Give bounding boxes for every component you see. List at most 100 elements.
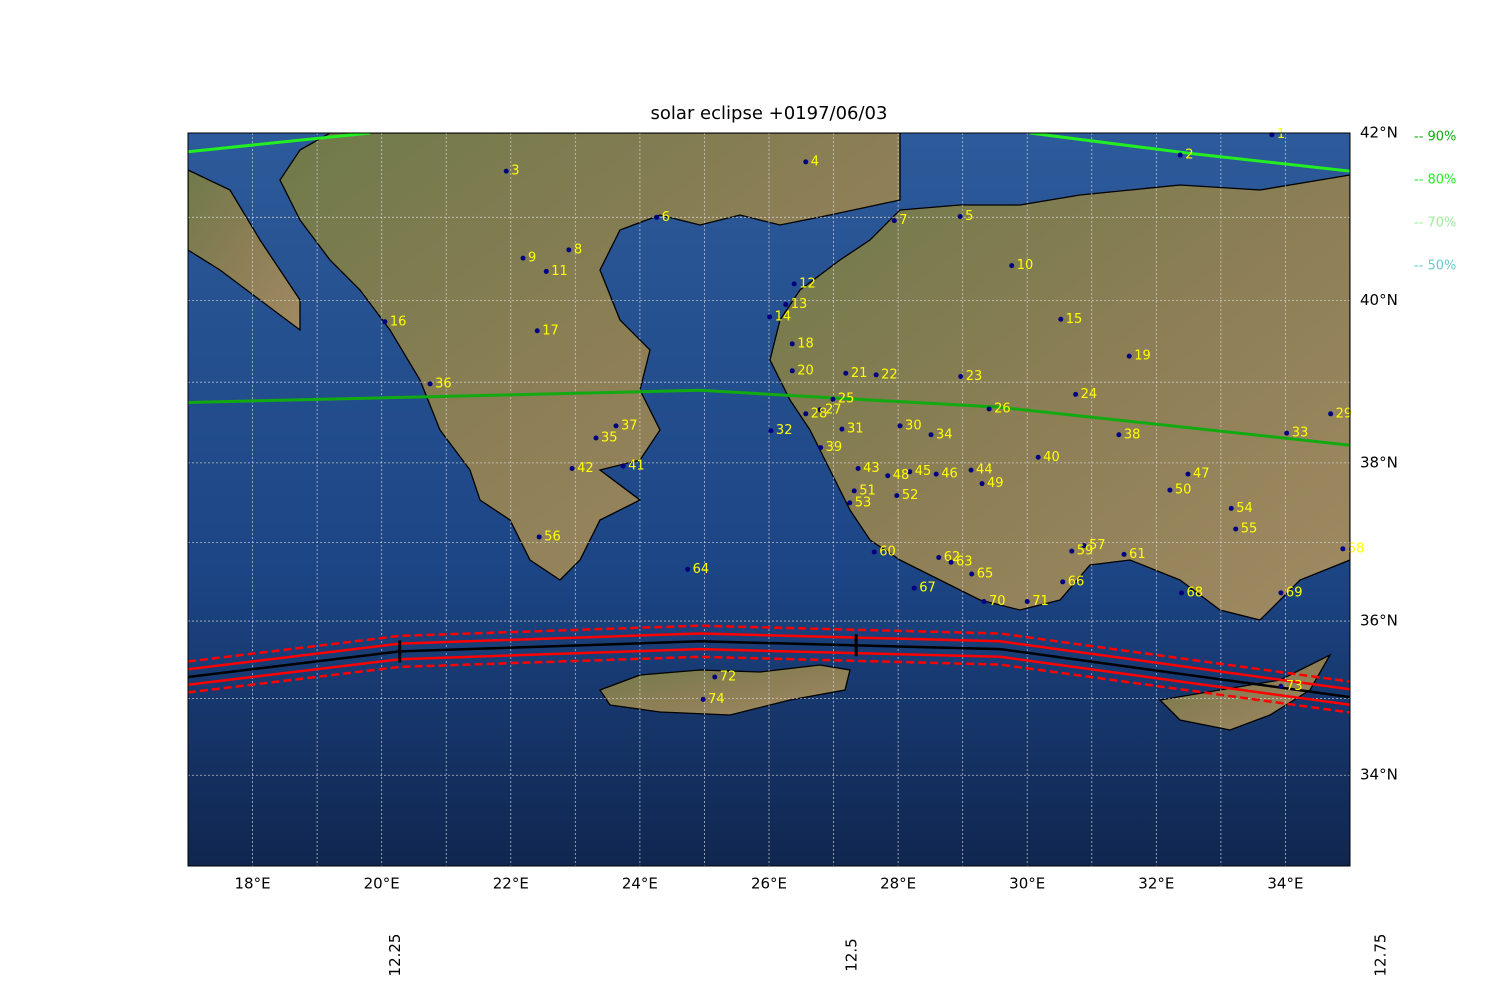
site-marker bbox=[1058, 316, 1064, 322]
site-marker bbox=[712, 674, 718, 680]
x-tick-label: 18°E bbox=[235, 875, 271, 893]
site-marker bbox=[783, 301, 789, 307]
site-label: 39 bbox=[826, 440, 843, 455]
site-label: 54 bbox=[1236, 501, 1253, 516]
site-marker bbox=[885, 473, 891, 479]
site-label: 45 bbox=[915, 464, 932, 479]
site-marker bbox=[427, 381, 433, 387]
site-marker bbox=[566, 247, 572, 253]
site-marker bbox=[839, 426, 845, 432]
site-label: 35 bbox=[601, 430, 618, 445]
site-label: 71 bbox=[1032, 594, 1049, 609]
site-marker bbox=[936, 554, 942, 560]
site-label: 47 bbox=[1193, 467, 1210, 482]
site-marker bbox=[818, 445, 824, 451]
site-marker bbox=[791, 281, 797, 287]
site-label: 43 bbox=[863, 461, 880, 476]
y-tick-label: 38°N bbox=[1360, 453, 1398, 471]
site-marker bbox=[1177, 152, 1183, 158]
site-label: 1 bbox=[1277, 127, 1285, 142]
x-tick-label: 28°E bbox=[880, 875, 916, 893]
legend-entry: -- 80% bbox=[1414, 173, 1456, 188]
site-marker bbox=[981, 598, 987, 604]
site-marker bbox=[817, 407, 823, 413]
site-label: 42 bbox=[577, 461, 594, 476]
y-tick-label: 42°N bbox=[1360, 124, 1398, 142]
site-label: 3 bbox=[511, 164, 519, 179]
site-label: 33 bbox=[1292, 426, 1309, 441]
site-label: 21 bbox=[851, 366, 868, 381]
site-label: 53 bbox=[855, 495, 872, 510]
map-frame bbox=[187, 132, 1351, 867]
site-label: 70 bbox=[989, 594, 1006, 609]
site-label: 69 bbox=[1286, 585, 1303, 600]
site-marker bbox=[789, 368, 795, 374]
site-label: 38 bbox=[1124, 427, 1141, 442]
site-label: 41 bbox=[628, 459, 645, 474]
site-marker bbox=[1009, 263, 1015, 269]
site-marker bbox=[382, 319, 388, 325]
site-label: 18 bbox=[797, 336, 814, 351]
site-label: 60 bbox=[879, 544, 896, 559]
site-label: 23 bbox=[966, 369, 983, 384]
site-label: 56 bbox=[544, 529, 561, 544]
site-marker bbox=[768, 428, 774, 434]
site-marker bbox=[534, 328, 540, 334]
site-marker bbox=[1035, 454, 1041, 460]
map-background bbox=[188, 133, 1350, 866]
site-marker bbox=[873, 372, 879, 378]
site-label: 27 bbox=[825, 402, 842, 417]
site-marker bbox=[1081, 543, 1087, 549]
site-label: 36 bbox=[435, 376, 452, 391]
site-marker bbox=[613, 423, 619, 429]
site-label: 26 bbox=[994, 401, 1011, 416]
site-label: 51 bbox=[859, 483, 876, 498]
site-marker bbox=[948, 559, 954, 565]
x-tick-label: 24°E bbox=[622, 875, 658, 893]
site-marker bbox=[1073, 391, 1079, 397]
site-marker bbox=[1060, 579, 1066, 585]
site-label: 46 bbox=[941, 467, 958, 482]
site-label: 4 bbox=[811, 154, 819, 169]
site-label: 11 bbox=[551, 264, 568, 279]
site-label: 28 bbox=[811, 406, 828, 421]
site-marker bbox=[1185, 471, 1191, 477]
site-marker bbox=[847, 500, 853, 506]
site-marker bbox=[843, 370, 849, 376]
land-cyprus bbox=[1158, 653, 1332, 731]
site-label: 6 bbox=[662, 210, 670, 225]
x-tick-label: 26°E bbox=[751, 875, 787, 893]
site-marker bbox=[789, 341, 795, 347]
site-label: 66 bbox=[1068, 574, 1085, 589]
site-label: 44 bbox=[976, 463, 993, 478]
site-marker bbox=[1278, 683, 1284, 689]
site-label: 7 bbox=[899, 213, 907, 228]
legend-entry: -- 70% bbox=[1414, 216, 1456, 231]
site-label: 24 bbox=[1081, 387, 1098, 402]
map-layer: 18°E 20°E 22°E 24°E 26°E 28°E 30°E 32°E 34°E 34°N… bbox=[188, 124, 1398, 977]
site-label: 48 bbox=[893, 468, 910, 483]
y-tick-label: 40°N bbox=[1360, 291, 1398, 309]
time-tick-label: 12.25 bbox=[386, 934, 404, 977]
legend-entry: -- 50% bbox=[1414, 259, 1456, 274]
site-label: 50 bbox=[1175, 483, 1192, 498]
site-label: 30 bbox=[905, 418, 922, 433]
site-marker bbox=[767, 314, 773, 320]
site-marker bbox=[1284, 430, 1290, 436]
site-marker bbox=[593, 435, 599, 441]
time-tick-label: 12.75 bbox=[1371, 934, 1389, 977]
eclipse-path-line bbox=[188, 632, 1350, 691]
site-marker bbox=[928, 432, 934, 438]
site-label: 62 bbox=[944, 550, 961, 565]
site-label: 17 bbox=[542, 323, 559, 338]
x-tick-label: 32°E bbox=[1138, 875, 1174, 893]
site-marker bbox=[536, 534, 542, 540]
site-label: 58 bbox=[1348, 541, 1365, 556]
magnitude-line bbox=[188, 388, 1350, 447]
site-label: 32 bbox=[776, 423, 793, 438]
site-label: 65 bbox=[977, 567, 994, 582]
site-label: 29 bbox=[1336, 406, 1353, 421]
site-label: 10 bbox=[1017, 258, 1034, 273]
site-marker bbox=[851, 488, 857, 494]
site-label: 16 bbox=[390, 314, 407, 329]
